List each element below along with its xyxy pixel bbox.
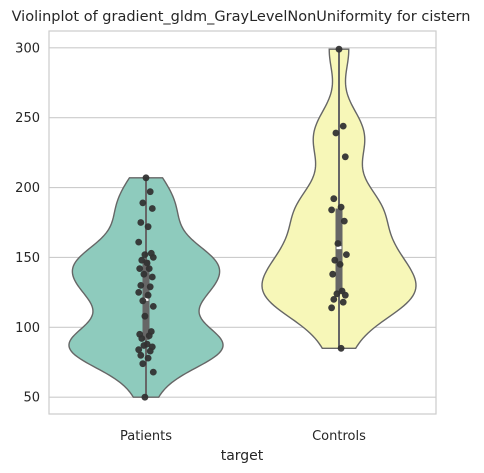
data-point — [146, 188, 154, 196]
violins — [68, 48, 417, 398]
data-point — [141, 251, 149, 258]
data-point — [145, 332, 153, 340]
median-marker — [336, 246, 342, 250]
data-point — [343, 251, 350, 258]
x-axis-ticks: Patients Controls — [120, 429, 366, 444]
data-point — [149, 254, 157, 261]
data-point — [135, 346, 143, 354]
chart-title: Violinplot of gradient_gldm_GrayLevelNon… — [12, 9, 471, 25]
data-point — [143, 259, 151, 267]
data-point — [330, 296, 338, 303]
data-point — [335, 45, 343, 53]
data-point — [137, 351, 145, 359]
data-point — [140, 342, 148, 349]
data-point — [341, 153, 349, 161]
data-point — [141, 393, 149, 401]
data-point — [328, 304, 335, 312]
data-point — [149, 303, 157, 310]
data-point — [137, 282, 145, 289]
data-point — [141, 312, 149, 320]
y-tick-label: 200 — [15, 181, 40, 196]
data-point — [144, 354, 152, 362]
data-point — [333, 290, 341, 298]
data-point — [135, 289, 143, 296]
data-point — [328, 206, 335, 214]
data-point — [138, 256, 146, 264]
y-tick-label: 50 — [23, 391, 40, 406]
data-point — [149, 368, 157, 376]
data-point — [332, 129, 340, 137]
data-point — [337, 344, 345, 352]
data-point — [135, 238, 143, 246]
iqr-box — [335, 208, 343, 293]
data-point — [140, 270, 148, 278]
x-tick-label: Controls — [312, 429, 366, 444]
data-point — [330, 195, 338, 203]
x-tick-label: Patients — [120, 429, 172, 444]
data-point — [138, 335, 146, 342]
data-point — [142, 174, 150, 182]
data-point — [144, 223, 152, 231]
data-point — [139, 297, 147, 305]
data-point — [148, 205, 156, 212]
data-points — [135, 45, 350, 401]
data-point — [337, 203, 345, 211]
data-point — [339, 298, 347, 306]
data-point — [339, 122, 347, 130]
y-tick-label: 250 — [15, 111, 40, 126]
data-point — [340, 217, 348, 225]
data-point — [331, 256, 339, 264]
y-tick-label: 100 — [15, 321, 40, 336]
data-point — [139, 360, 147, 368]
median-marker — [143, 297, 149, 301]
data-point — [139, 199, 147, 207]
y-axis-ticks: 50 100 150 200 250 300 — [15, 41, 40, 405]
data-point — [146, 283, 154, 291]
data-point — [336, 261, 344, 268]
data-point — [145, 265, 153, 272]
y-tick-label: 300 — [15, 41, 40, 56]
data-point — [341, 291, 349, 299]
y-tick-label: 150 — [15, 251, 40, 266]
data-point — [137, 219, 145, 226]
plot-frame — [48, 30, 437, 415]
data-point — [148, 273, 156, 281]
data-point — [334, 240, 342, 247]
data-point — [329, 270, 337, 278]
x-axis-label: target — [221, 448, 264, 464]
data-point — [144, 291, 152, 299]
data-point — [146, 347, 154, 355]
data-point — [136, 265, 144, 272]
